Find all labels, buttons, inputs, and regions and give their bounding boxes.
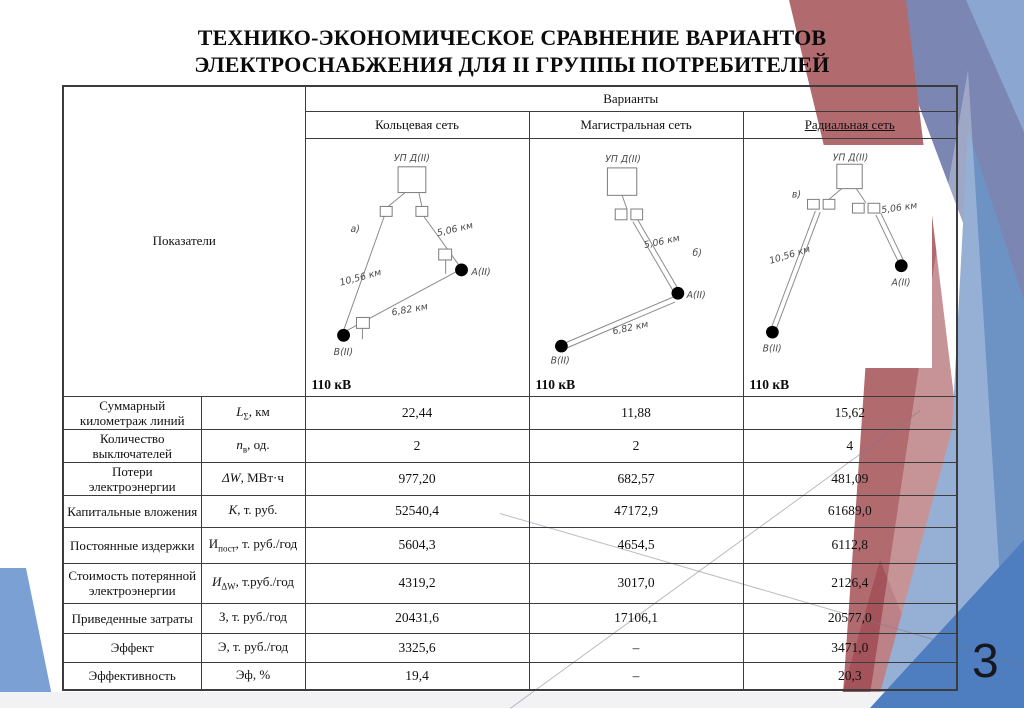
radial-node-a-label: А(II) <box>890 277 910 288</box>
diagram-cell-trunk: УП Д(II) А(II) В(II) б) 5,06 км 6,82 км <box>528 137 744 397</box>
row-label: Эффективность <box>62 661 202 691</box>
value-trunk: 11,88 <box>528 395 744 430</box>
value-radial: 20,3 <box>742 661 958 691</box>
table-row: Постоянные издержки Ипост, т. руб./год 5… <box>62 526 958 564</box>
ring-node-a-label: А(II) <box>470 266 490 277</box>
ring-node-b-label: В(II) <box>333 347 352 358</box>
radial-length-left: 10,56 км <box>768 243 811 266</box>
value-ring: 5604,3 <box>304 526 530 564</box>
row-unit: nв, од. <box>200 428 306 463</box>
value-ring: 2 <box>304 428 530 463</box>
value-ring: 22,44 <box>304 395 530 430</box>
row-unit: LΣ, км <box>200 395 306 430</box>
column-header-ring: Кольцевая сеть <box>304 110 530 139</box>
row-unit: Эф, % <box>200 661 306 691</box>
variants-header: Варианты <box>304 85 958 112</box>
row-label: Потери электроэнергии <box>62 461 202 496</box>
page-number: 3 <box>972 635 999 688</box>
voltage-label: 110 кВ <box>535 376 576 392</box>
slide-title: ТЕХНИКО-ЭКОНОМИЧЕСКОЕ СРАВНЕНИЕ ВАРИАНТО… <box>0 24 1024 78</box>
value-ring: 977,20 <box>304 461 530 496</box>
table-row: Капитальные вложения К, т. руб. 52540,4 … <box>62 494 958 528</box>
row-label: Постоянные издержки <box>62 526 202 564</box>
value-trunk: 17106,1 <box>528 602 744 634</box>
slide-title-line2: ЭЛЕКТРОСНАБЖЕНИЯ ДЛЯ II ГРУППЫ ПОТРЕБИТЕ… <box>194 52 830 77</box>
value-trunk: 47172,9 <box>528 494 744 528</box>
table-row: Эффективность Эф, % 19,4 – 20,3 <box>62 661 958 691</box>
row-label: Количество выключателей <box>62 428 202 463</box>
corner-header: Показатели <box>62 85 306 397</box>
value-radial: 3471,0 <box>742 632 958 663</box>
value-trunk: – <box>528 661 744 691</box>
value-radial: 20577,0 <box>742 602 958 634</box>
value-radial: 61689,0 <box>742 494 958 528</box>
radial-length-right: 5,06 км <box>880 200 917 216</box>
row-unit: З, т. руб./год <box>200 602 306 634</box>
value-radial: 6112,8 <box>742 526 958 564</box>
radial-node-b-label: В(II) <box>762 343 781 354</box>
row-label: Стоимость потерянной электроэнергии <box>62 562 202 604</box>
row-unit: Ипост, т. руб./год <box>200 526 306 564</box>
comparison-table: Показатели Варианты Кольцевая сеть Магис… <box>62 85 959 691</box>
ring-variant-letter: а) <box>350 224 359 235</box>
ring-length-left: 10,56 км <box>338 266 382 288</box>
table-row: Количество выключателей nв, од. 2 2 4 <box>62 428 958 463</box>
trunk-length-top: 5,06 км <box>642 232 680 250</box>
row-unit: Э, т. руб./год <box>200 632 306 663</box>
value-trunk: – <box>528 632 744 663</box>
value-radial: 15,62 <box>742 395 958 430</box>
row-label: Приведенные затраты <box>62 602 202 634</box>
row-label: Капитальные вложения <box>62 494 202 528</box>
value-ring: 20431,6 <box>304 602 530 634</box>
ring-network-diagram: УП Д(II) А(II) В(II) <box>308 144 505 368</box>
table-row: Суммарный километраж линий LΣ, км 22,44 … <box>62 395 958 430</box>
slide-title-line1: ТЕХНИКО-ЭКОНОМИЧЕСКОЕ СРАВНЕНИЕ ВАРИАНТО… <box>197 25 827 50</box>
value-radial: 481,09 <box>742 461 958 496</box>
table-row: Потери электроэнергии ΔW, МВт·ч 977,20 6… <box>62 461 958 496</box>
voltage-label: 110 кВ <box>311 376 352 392</box>
trunk-node-a-label: А(II) <box>685 290 705 301</box>
radial-network-diagram: УП Д(II) А(II) В(II) в) <box>746 144 933 368</box>
column-header-trunk: Магистральная сеть <box>528 110 744 139</box>
table-row: Стоимость потерянной электроэнергии ИΔW,… <box>62 562 958 604</box>
ring-length-right: 5,06 км <box>435 220 473 239</box>
value-radial: 4 <box>742 428 958 463</box>
trunk-node-b-label: В(II) <box>550 355 569 366</box>
column-header-radial: Радиальная сеть <box>742 110 958 139</box>
diagram-cell-ring: УП Д(II) А(II) В(II) <box>304 137 530 397</box>
voltage-label: 110 кВ <box>749 376 790 392</box>
radial-variant-letter: в) <box>791 189 800 200</box>
ring-source-label: УП Д(II) <box>393 152 429 163</box>
value-trunk: 682,57 <box>528 461 744 496</box>
row-label: Эффект <box>62 632 202 663</box>
trunk-source-label: УП Д(II) <box>605 154 641 165</box>
row-label: Суммарный километраж линий <box>62 395 202 430</box>
radial-source-label: УП Д(II) <box>832 152 868 163</box>
table-row: Эффект Э, т. руб./год 3325,6 – 3471,0 <box>62 632 958 663</box>
trunk-network-diagram: УП Д(II) А(II) В(II) б) 5,06 км 6,82 км <box>532 144 719 368</box>
value-ring: 52540,4 <box>304 494 530 528</box>
table-row: Приведенные затраты З, т. руб./год 20431… <box>62 602 958 634</box>
value-trunk: 4654,5 <box>528 526 744 564</box>
value-trunk: 3017,0 <box>528 562 744 604</box>
value-ring: 4319,2 <box>304 562 530 604</box>
trunk-variant-letter: б) <box>692 248 701 259</box>
row-unit: К, т. руб. <box>200 494 306 528</box>
value-radial: 2126,4 <box>742 562 958 604</box>
row-unit: ΔW, МВт·ч <box>200 461 306 496</box>
trunk-length-bottom: 6,82 км <box>611 318 649 336</box>
diagram-cell-radial: УП Д(II) А(II) В(II) в) <box>742 137 958 397</box>
value-ring: 3325,6 <box>304 632 530 663</box>
value-ring: 19,4 <box>304 661 530 691</box>
value-trunk: 2 <box>528 428 744 463</box>
row-unit: ИΔW, т.руб./год <box>200 562 306 604</box>
